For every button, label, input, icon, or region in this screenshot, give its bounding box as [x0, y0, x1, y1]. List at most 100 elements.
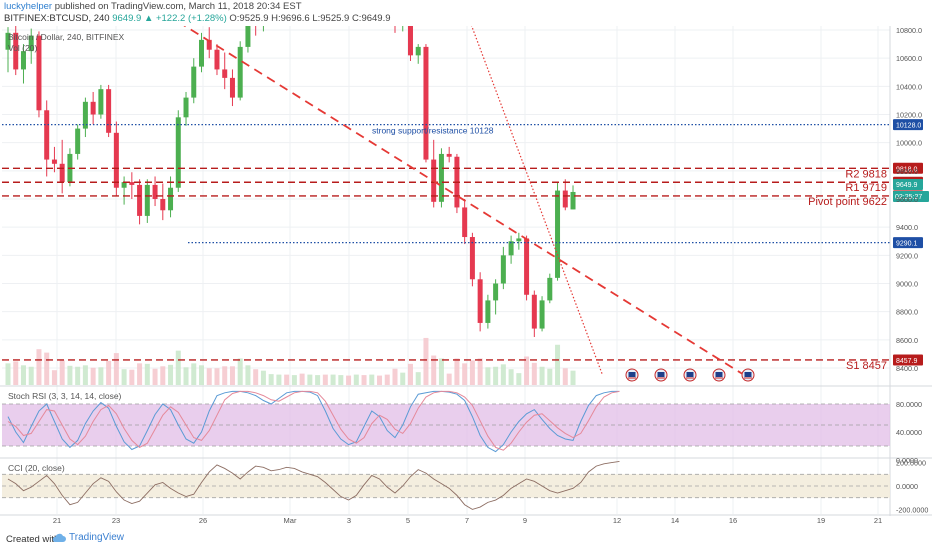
candle-body	[206, 39, 212, 50]
price-axis-label: 9200.0	[896, 251, 918, 260]
time-axis-label: 21	[874, 516, 882, 525]
volume-bar	[20, 365, 26, 385]
volume-bar	[446, 373, 452, 385]
stoch-rsi-k-line	[7, 390, 620, 453]
volume-bar	[500, 364, 506, 385]
candle-body	[531, 294, 537, 329]
chart-header: luckyhelper published on TradingView.com…	[0, 0, 932, 26]
volume-bar	[562, 368, 568, 385]
volume-bar	[338, 375, 344, 385]
last-price-tag-bg	[893, 178, 923, 190]
volume-title: Vol (20)	[8, 43, 37, 53]
event-flag-icon	[654, 368, 668, 382]
candle-body	[229, 77, 235, 98]
volume-bar	[369, 374, 375, 385]
candle-body	[28, 35, 34, 52]
event-flags[interactable]	[625, 368, 755, 382]
candle-body	[500, 255, 506, 284]
candle-body	[485, 300, 491, 323]
volume-bar	[322, 374, 328, 385]
candle-body	[469, 237, 475, 280]
candle-body	[493, 283, 499, 301]
volume-bar	[137, 363, 143, 385]
level-price-tag-bg	[893, 119, 923, 131]
time-axis-label: 19	[817, 516, 825, 525]
volume-bar	[307, 374, 313, 385]
tradingview-brand[interactable]: TradingView	[52, 532, 124, 543]
candle-body	[152, 184, 158, 199]
volume-bar	[469, 360, 475, 385]
candle-body	[106, 89, 112, 133]
symbol-line: BITFINEX:BTCUSD, 240 9649.9 ▲ +122.2 (+1…	[4, 12, 391, 25]
volume-bar	[384, 374, 390, 385]
cci-axis-label: -200.0000	[896, 505, 928, 514]
level-price-tag-bg	[893, 162, 923, 174]
price-axis[interactable]: 9649.9 02:25:27 10800.0 10600.0 10400.0 10200…	[893, 26, 929, 514]
candle-body	[547, 277, 553, 301]
candle-body	[415, 46, 421, 56]
main-title: Bitcoin / Dollar, 240, BITFINEX	[8, 32, 125, 42]
stoch-rsi-lines	[7, 390, 620, 453]
volume-bar	[392, 368, 398, 385]
volume-bar	[5, 363, 11, 385]
candle-body	[160, 199, 166, 211]
volume-bar	[330, 374, 336, 385]
price-axis-label: 9600.0	[896, 195, 918, 204]
time-axis-label: 21	[53, 516, 61, 525]
volume-bar	[268, 374, 274, 385]
candle-body	[438, 153, 444, 202]
price-axis-label: 10400.0	[896, 82, 922, 91]
horizontal-levels[interactable]: 9818.0R2 98189718.2R1 97199622.4Pivot po…	[2, 119, 923, 372]
cci-axis-label: 0.0000	[896, 482, 918, 491]
volume-bar	[98, 367, 104, 385]
candle-body	[407, 26, 413, 56]
volume-bar	[400, 372, 406, 385]
time-axis-label: Mar	[284, 516, 297, 525]
volume-bar	[253, 369, 259, 385]
event-flag-canton	[686, 372, 694, 377]
volume-bar	[144, 363, 150, 385]
last-price: 9649.9	[112, 13, 142, 24]
last-price-tag-text: 9649.9	[896, 182, 918, 189]
level-price-tag-text: 9290.1	[896, 241, 918, 248]
volume-bar	[28, 366, 34, 385]
volume-bar	[454, 358, 460, 385]
event-flag-canton	[657, 372, 665, 377]
price-axis-label: 8800.0	[896, 308, 918, 317]
volume-bar	[90, 367, 96, 385]
candle-body	[477, 279, 483, 323]
level-price-tag: 10128.0	[893, 119, 923, 131]
symbol-label: BITFINEX:BTCUSD, 240	[4, 13, 110, 24]
level-label: Pivot point 9622	[808, 196, 887, 208]
trendlines[interactable]	[178, 26, 743, 375]
time-axis-label: 9	[523, 516, 527, 525]
volume-bar	[462, 363, 468, 385]
candle-body	[539, 300, 545, 329]
countdown-tag-bg	[893, 190, 929, 202]
candle-body	[191, 66, 197, 98]
candle-body	[51, 159, 57, 164]
cci-title: CCI (20, close)	[8, 463, 65, 473]
stoch-rsi-band	[2, 403, 890, 447]
price-axis-label: 10200.0	[896, 111, 922, 120]
candle-body	[168, 187, 174, 211]
volume-bar	[222, 366, 228, 385]
time-axis-label: 23	[112, 516, 120, 525]
volume-bar	[183, 367, 189, 385]
level-price-tag-text: 8457.9	[896, 358, 918, 365]
candle-body	[175, 117, 181, 188]
volume-bar	[516, 373, 522, 385]
cci-axis-label: 200.0000	[896, 459, 926, 468]
volume-bar	[531, 362, 537, 385]
chart-canvas[interactable]: 9818.0R2 98189718.2R1 97199622.4Pivot po…	[0, 26, 932, 530]
candle-body	[20, 51, 26, 70]
author-link[interactable]: luckyhelper	[4, 1, 53, 12]
event-flag-icon	[625, 368, 639, 382]
level-price-tag: 8457.9	[893, 354, 923, 366]
volume-bar	[36, 349, 42, 385]
candle-body	[199, 39, 204, 67]
level-label: strong support/resistance 10128	[372, 126, 494, 136]
time-axis[interactable]: 21 23 26 Mar 3 5 7 9 12 14 16 19 21	[53, 516, 882, 525]
candle-body	[446, 153, 452, 157]
volume-bar	[82, 365, 88, 385]
